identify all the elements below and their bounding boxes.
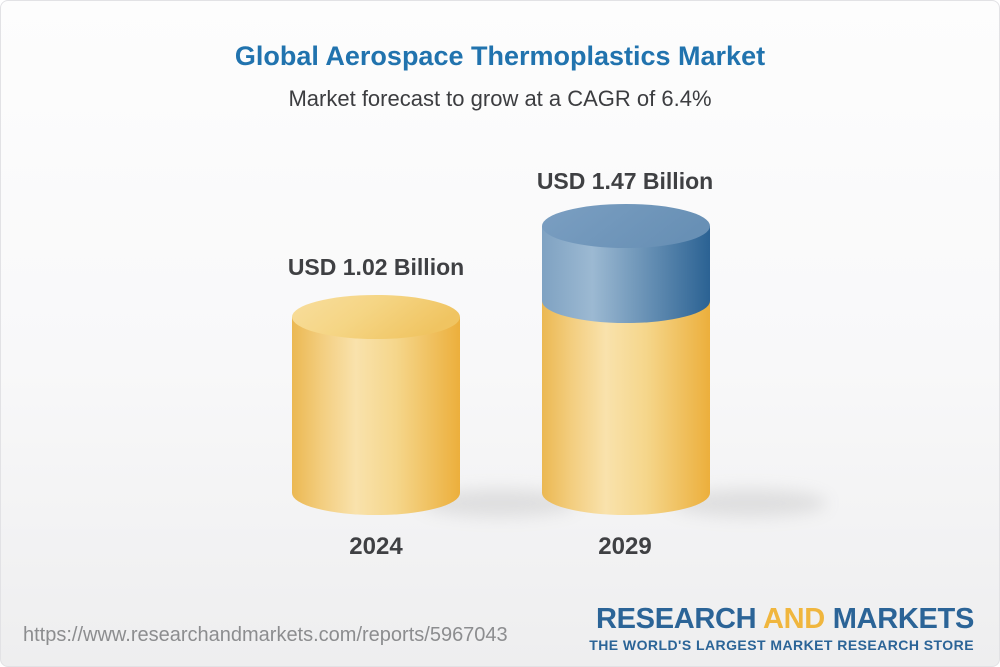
axis-label-2024: 2024 [349, 533, 403, 560]
bar-2029-base-segment [542, 301, 710, 515]
page-title: Global Aerospace Thermoplastics Market [234, 41, 766, 71]
bar-2024-cylinder [292, 295, 460, 515]
bar-2029-growth-segment [542, 204, 710, 323]
logo-word-and: AND [763, 603, 825, 635]
logo-word-research: RESEARCH [595, 603, 757, 635]
value-label-2024: USD 1.02 Billion [287, 254, 465, 280]
logo-wordmark: RESEARCH AND MARKETS [589, 605, 974, 634]
research-and-markets-logo[interactable]: RESEARCH AND MARKETS THE WORLD'S LARGEST… [589, 605, 974, 653]
page-subtitle: Market forecast to grow at a CAGR of 6.4… [288, 86, 712, 111]
axis-label-2029: 2029 [598, 533, 652, 560]
report-url-link[interactable]: https://www.researchandmarkets.com/repor… [23, 624, 508, 646]
logo-word-markets: MARKETS [832, 603, 975, 635]
bar-2029-cylinder [542, 204, 710, 515]
bar-2024-shadow [421, 489, 577, 517]
bar-2029-shadow [671, 489, 827, 517]
logo-tagline: THE WORLD'S LARGEST MARKET RESEARCH STOR… [589, 637, 974, 653]
value-label-2029: USD 1.47 Billion [536, 168, 714, 194]
